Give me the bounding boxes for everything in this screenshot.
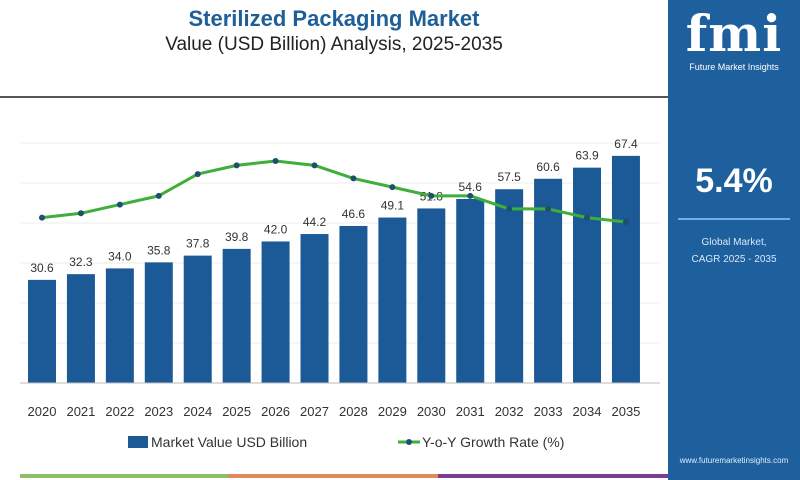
legend-bar-label: Market Value USD Billion <box>151 434 308 450</box>
bar-2027 <box>300 234 329 383</box>
x-tick-2027: 2027 <box>300 404 329 419</box>
bar-2035 <box>611 155 640 383</box>
legend-bar: Market Value USD Billion <box>128 434 307 450</box>
data-label-2020: 30.6 <box>30 261 54 275</box>
cagr-value: 5.4% <box>695 162 773 200</box>
growth-point-2027 <box>311 162 318 169</box>
x-tick-2022: 2022 <box>105 404 134 419</box>
growth-point-2026 <box>272 158 279 164</box>
growth-point-2023 <box>155 192 162 199</box>
data-label-2021: 32.3 <box>69 255 93 269</box>
bar-2021 <box>66 274 95 383</box>
bar-2031 <box>456 198 485 383</box>
x-tick-2020: 2020 <box>28 404 57 419</box>
legend-line: Y-o-Y Growth Rate (%) <box>398 434 564 450</box>
growth-point-2029 <box>389 184 396 191</box>
growth-point-2034 <box>584 214 591 221</box>
panel-divider <box>678 218 790 220</box>
growth-point-2020 <box>39 214 45 221</box>
chart-area: 30.6 2020 32.3 2021 34.0 2022 35.8 2023 37.8 2024… <box>20 137 660 419</box>
growth-point-2031 <box>467 192 474 199</box>
data-label-2025: 39.8 <box>225 230 249 244</box>
bar-2032 <box>495 189 524 383</box>
x-tick-2025: 2025 <box>222 404 251 419</box>
legend-line-label: Y-o-Y Growth Rate (%) <box>422 434 565 450</box>
growth-point-2033 <box>545 205 552 212</box>
x-tick-2034: 2034 <box>573 404 602 419</box>
data-label-2035: 67.4 <box>614 137 638 151</box>
growth-point-2025 <box>233 162 240 169</box>
growth-point-2021 <box>77 210 84 217</box>
side-panel: fmi Future Market Insights 5.4% Global M… <box>668 0 800 480</box>
bar-2026 <box>261 241 290 383</box>
data-label-2024: 37.8 <box>186 237 210 251</box>
x-tick-2026: 2026 <box>261 404 290 419</box>
bar-2029 <box>378 217 407 383</box>
logo-text: Future Market Insights <box>689 62 779 72</box>
growth-point-2035 <box>622 219 629 225</box>
data-label-2032: 57.5 <box>497 170 521 184</box>
bar-2028 <box>339 225 368 383</box>
bar-2025 <box>222 248 251 383</box>
x-tick-2033: 2033 <box>534 404 563 419</box>
x-tick-2030: 2030 <box>417 404 446 419</box>
data-label-2034: 63.9 <box>575 149 599 163</box>
x-tick-2028: 2028 <box>339 404 368 419</box>
cagr-label-line2: CAGR 2025 - 2035 <box>691 254 777 265</box>
growth-point-2024 <box>194 171 201 178</box>
x-tick-2029: 2029 <box>378 404 407 419</box>
cagr-label: Global Market, CAGR 2025 - 2035 <box>668 234 800 268</box>
growth-point-2030 <box>428 192 435 199</box>
data-label-2031: 54.6 <box>459 180 483 194</box>
growth-point-2032 <box>506 205 513 212</box>
growth-line <box>41 159 627 224</box>
data-label-2033: 60.6 <box>536 160 560 174</box>
x-tick-2021: 2021 <box>66 404 95 419</box>
fmi-logo: fmi <box>685 4 783 63</box>
website-url[interactable]: www.futuremarketinsights.com <box>679 456 789 465</box>
legend-bar-swatch <box>128 436 148 448</box>
bar-2030 <box>417 208 446 383</box>
x-tick-2032: 2032 <box>495 404 524 419</box>
data-label-2027: 44.2 <box>303 215 327 229</box>
stripe-orange <box>228 474 438 478</box>
bar-2020 <box>28 279 56 383</box>
x-tick-2031: 2031 <box>456 404 485 419</box>
x-tick-2024: 2024 <box>183 404 212 419</box>
x-tick-2035: 2035 <box>611 404 640 419</box>
bar-2023 <box>144 262 173 383</box>
chart-subtitle: Value (USD Billion) Analysis, 2025-2035 <box>165 34 503 55</box>
stripe-purple <box>438 474 668 478</box>
growth-point-2022 <box>116 201 123 208</box>
data-label-2023: 35.8 <box>147 243 171 257</box>
data-label-2029: 49.1 <box>381 199 405 213</box>
bar-2024 <box>183 255 212 383</box>
data-label-2026: 42.0 <box>264 222 288 236</box>
data-label-2028: 46.6 <box>342 207 366 221</box>
header-divider <box>0 96 668 98</box>
bar-2033 <box>534 178 563 383</box>
growth-point-2028 <box>350 175 357 182</box>
chart-title: Sterilized Packaging Market <box>188 6 480 31</box>
bar-2022 <box>105 268 134 383</box>
x-tick-2023: 2023 <box>144 404 173 419</box>
cagr-label-line1: Global Market, <box>701 237 767 248</box>
legend-line-swatch <box>398 439 420 445</box>
bar-2034 <box>573 167 602 383</box>
stripe-green <box>20 474 228 478</box>
data-label-2022: 34.0 <box>108 249 132 263</box>
